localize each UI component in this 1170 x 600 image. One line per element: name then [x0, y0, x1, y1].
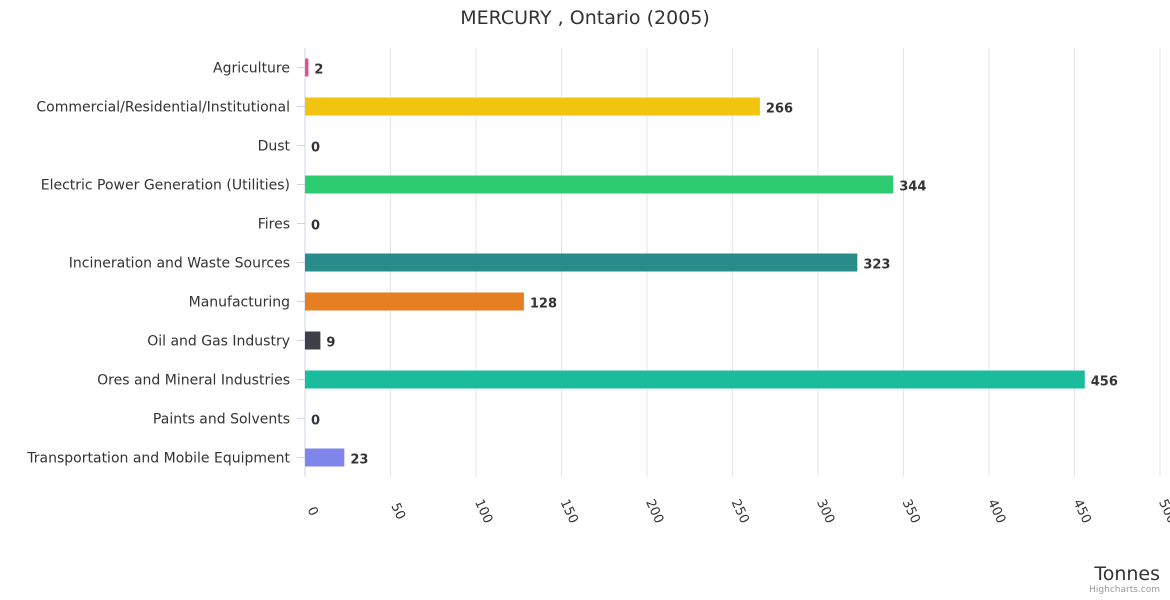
x-axis-title: Tonnes	[1094, 563, 1160, 585]
x-tick-label: 150	[557, 497, 581, 526]
bar[interactable]	[305, 292, 524, 311]
data-label: 266	[766, 102, 793, 117]
category-label: Dust	[258, 139, 291, 155]
category-labels: Agriculture Commercial/Residential/Instit…	[26, 61, 290, 467]
category-label: Incineration and Waste Sources	[69, 256, 290, 272]
data-label: 23	[350, 453, 368, 468]
data-label: 344	[899, 180, 926, 195]
category-label: Commercial/Residential/Institutional	[36, 100, 290, 116]
bar[interactable]	[305, 175, 894, 194]
data-label: 0	[311, 414, 320, 429]
data-label: 2	[314, 63, 323, 78]
data-label: 9	[326, 336, 335, 351]
bar[interactable]	[305, 370, 1085, 389]
x-tick-label: 0	[304, 505, 321, 519]
category-label: Ores and Mineral Industries	[97, 373, 290, 389]
bar[interactable]	[305, 448, 345, 467]
x-tick-label: 500	[1155, 497, 1170, 526]
x-tick-label: 200	[642, 497, 666, 526]
x-axis-ticks: 0 50 100 150 200 250 300 350 400 450 500	[304, 497, 1170, 526]
category-label: Fires	[258, 217, 290, 233]
data-label: 128	[530, 297, 557, 312]
category-label: Transportation and Mobile Equipment	[26, 451, 290, 467]
bar[interactable]	[305, 97, 760, 116]
data-labels: 2 266 0 344 0 323 128 9 456 0 23	[311, 63, 1118, 468]
bar[interactable]	[305, 58, 309, 77]
x-tick-label: 350	[899, 497, 923, 526]
bar[interactable]	[305, 331, 321, 350]
x-tick-label: 100	[471, 497, 495, 526]
chart-title: MERCURY , Ontario (2005)	[460, 7, 710, 29]
x-tick-label: 450	[1070, 497, 1094, 526]
category-label: Agriculture	[213, 61, 290, 77]
x-tick-label: 50	[387, 501, 408, 522]
category-label: Manufacturing	[189, 295, 290, 311]
category-label: Paints and Solvents	[153, 412, 290, 428]
x-tick-label: 400	[984, 497, 1008, 526]
x-tick-label: 250	[728, 497, 752, 526]
category-label: Electric Power Generation (Utilities)	[41, 178, 290, 194]
data-label: 0	[311, 219, 320, 234]
data-label: 456	[1091, 375, 1118, 390]
bars	[305, 58, 1085, 467]
data-label: 0	[311, 141, 320, 156]
credits-link[interactable]: Highcharts.com	[1089, 585, 1160, 595]
data-label: 323	[863, 258, 890, 273]
category-label: Oil and Gas Industry	[147, 334, 290, 350]
bar[interactable]	[305, 253, 858, 272]
x-tick-label: 300	[813, 497, 837, 526]
